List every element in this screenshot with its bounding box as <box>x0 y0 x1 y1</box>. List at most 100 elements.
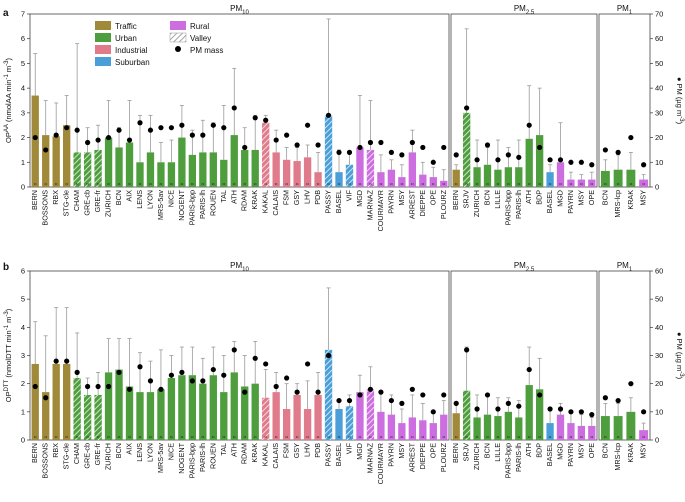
bar-marker: •• <box>317 181 320 186</box>
y-tick-label-left: 5 <box>21 295 25 304</box>
bar-marker: •• <box>432 181 435 186</box>
x-tick-label: VIF <box>344 442 353 454</box>
bar-ROUEN <box>209 375 217 440</box>
bar-STG-cle <box>62 125 71 187</box>
x-tick-label: PARIS-bpp <box>503 190 512 225</box>
pm-dot <box>32 383 38 390</box>
bar-marker: •• <box>44 181 47 186</box>
bar-LYON <box>146 152 155 187</box>
bar-ATH <box>525 385 533 440</box>
pm-dot <box>537 144 543 151</box>
bar-marker: •• <box>128 181 131 186</box>
pm-dot <box>200 378 206 384</box>
x-tick-label: LHV <box>303 190 312 204</box>
x-tick-label: LHV <box>303 443 312 457</box>
bar-marker: •• <box>570 434 573 439</box>
bar-marker: •• <box>327 434 330 439</box>
x-tick-label: COURMAYR <box>376 443 385 484</box>
x-tick-label: OPE <box>428 190 437 205</box>
pm-dot <box>189 132 195 138</box>
x-tick-label: MGD <box>355 190 364 207</box>
bar-BASEL <box>335 172 343 187</box>
bar-MRS-5av <box>157 162 165 187</box>
y-tick-label-right: 40 <box>655 323 663 332</box>
bar-marker: •• <box>359 181 362 186</box>
pm-dot <box>200 132 206 138</box>
bar-marker: •• <box>617 434 620 439</box>
x-tick-label: TAL <box>219 443 228 456</box>
pm-dot <box>263 117 269 123</box>
bar-marker: •• <box>285 434 288 439</box>
pm-dot <box>304 122 311 128</box>
pm-dot <box>495 406 501 412</box>
x-tick-label: STG-cle <box>62 190 71 216</box>
x-tick-label: OPE <box>587 443 596 458</box>
x-tick-label: MSY <box>576 190 585 206</box>
pm-dot <box>547 157 553 163</box>
panel-letter: a <box>3 8 9 19</box>
x-tick-label: MSY <box>397 190 406 206</box>
group-title: PM1 <box>617 4 633 16</box>
bar-marker: •• <box>442 181 445 186</box>
group-frame <box>598 270 651 441</box>
panel-letter: b <box>3 262 9 273</box>
pm-dot <box>53 358 59 364</box>
pm-dot <box>168 372 175 378</box>
bar-PARIS-bpp <box>504 411 513 440</box>
bar-BOSSONS <box>42 135 50 187</box>
bar-PAYRN <box>387 414 396 440</box>
x-tick-label: KRAK <box>626 190 635 210</box>
pm-dot <box>315 389 321 395</box>
legend-swatch-valley <box>169 32 187 43</box>
y-tick-label-right: 30 <box>655 108 663 117</box>
pm-dot <box>484 392 491 398</box>
bar-marker: •• <box>617 181 620 186</box>
pm-dot <box>441 392 447 398</box>
x-tick-label: BERN <box>30 190 39 210</box>
bar-ATH <box>525 138 533 187</box>
bar-marker: •• <box>517 434 520 439</box>
bar-marker: •• <box>421 181 424 186</box>
group-title: PM10 <box>230 261 249 273</box>
bar-RDAM <box>241 386 249 440</box>
bar-PARIS-lh <box>199 383 207 440</box>
legend-swatch-suburban <box>95 57 111 66</box>
bar-PARIS-lh <box>515 167 523 187</box>
bar-marker: •• <box>517 181 520 186</box>
x-tick-label: LYON <box>145 443 154 462</box>
bar-OPE <box>588 425 596 440</box>
y-axis-label-left: OPAA (nmolAA min-1 m-3) <box>4 58 13 144</box>
x-tick-label: PDB <box>313 443 322 458</box>
bar-MSY <box>639 430 649 440</box>
pm-dot <box>158 125 164 131</box>
y-tick-label-left: 6 <box>21 267 25 276</box>
pm-dot <box>43 147 49 153</box>
bar-marker: •• <box>400 434 403 439</box>
bar-marker: •• <box>590 434 593 439</box>
pm-dot <box>126 386 133 392</box>
bar-marker: •• <box>400 181 403 186</box>
bar-marker: •• <box>570 181 573 186</box>
x-tick-label: BDP <box>535 190 544 205</box>
bar-PARIS-lh <box>515 417 523 440</box>
pm-dot <box>516 154 522 160</box>
pm-dot <box>126 137 133 143</box>
bar-marker: •• <box>465 434 468 439</box>
x-tick-label: BCN <box>483 443 492 458</box>
y-tick-label-left: 3 <box>21 351 25 360</box>
bar-BCN <box>600 416 610 440</box>
legend-marker-dot <box>175 46 181 52</box>
bar-KRAK <box>626 169 636 187</box>
bar-marker: •• <box>421 434 424 439</box>
bar-COURMAYR <box>377 172 385 187</box>
bar-marker: •• <box>254 434 257 439</box>
pm-dot <box>346 397 353 404</box>
x-tick-label: FSM <box>282 443 291 458</box>
pm-dot <box>116 369 122 375</box>
bar-NOGENT <box>178 375 186 440</box>
pm-dot <box>53 132 59 138</box>
pm-dot <box>346 149 353 155</box>
pm-dot <box>557 406 564 412</box>
x-tick-label: BERN <box>451 190 460 210</box>
